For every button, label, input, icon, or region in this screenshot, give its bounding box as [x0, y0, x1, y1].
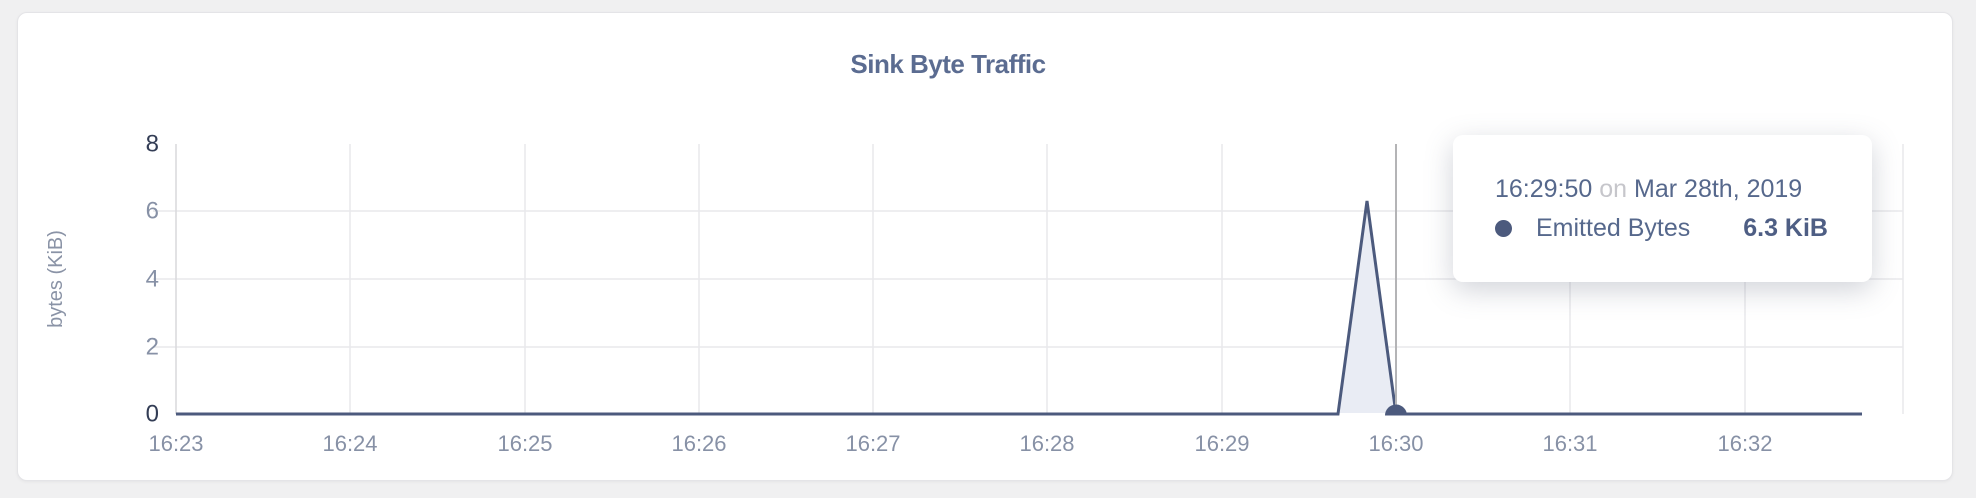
chart-tooltip: 16:29:50 on Mar 28th, 2019 Emitted Bytes…: [1453, 135, 1872, 282]
x-tick-1632: 16:32: [1717, 431, 1772, 456]
y-tick-4: 4: [146, 266, 159, 293]
x-tick-1627: 16:27: [845, 431, 900, 456]
y-tick-8: 8: [146, 131, 159, 158]
x-tick-1625: 16:25: [497, 431, 552, 456]
y-tick-6: 6: [146, 198, 159, 225]
x-tick-1626: 16:26: [671, 431, 726, 456]
tooltip-series-label: Emitted Bytes: [1536, 213, 1691, 242]
sink-byte-traffic-chart: 8 6 4 2 0 16:23 16:24 16:25 16:26 16:27 …: [45, 131, 1904, 456]
data-line: [176, 200, 1862, 416]
x-tick-1624: 16:24: [322, 431, 377, 456]
y-axis-title: bytes (KiB): [45, 230, 67, 328]
area-fill: [1338, 201, 1396, 413]
tooltip-time: 16:29:50: [1495, 174, 1593, 203]
tooltip-timestamp: 16:29:50 on Mar 28th, 2019: [1495, 175, 1828, 204]
tooltip-conjunction: on: [1599, 174, 1628, 203]
y-axis-tick-labels: 8 6 4 2 0: [146, 131, 159, 428]
x-tick-1630: 16:30: [1368, 431, 1423, 456]
tooltip-series-value: 6.3 KiB: [1743, 213, 1828, 242]
chart-title: Sink Byte Traffic: [850, 49, 1046, 79]
tooltip-series-row: Emitted Bytes 6.3 KiB: [1495, 214, 1828, 243]
x-tick-1623: 16:23: [148, 431, 203, 456]
x-tick-1629: 16:29: [1194, 431, 1249, 456]
x-tick-1628: 16:28: [1019, 431, 1074, 456]
series-marker-icon: [1495, 219, 1512, 237]
hover-point-marker: [1385, 404, 1407, 416]
y-tick-2: 2: [146, 334, 159, 361]
y-tick-0: 0: [146, 401, 159, 428]
tooltip-date: Mar 28th, 2019: [1634, 174, 1803, 203]
x-axis-tick-labels: 16:23 16:24 16:25 16:26 16:27 16:28 16:2…: [148, 431, 1772, 456]
x-tick-1631: 16:31: [1542, 431, 1597, 456]
